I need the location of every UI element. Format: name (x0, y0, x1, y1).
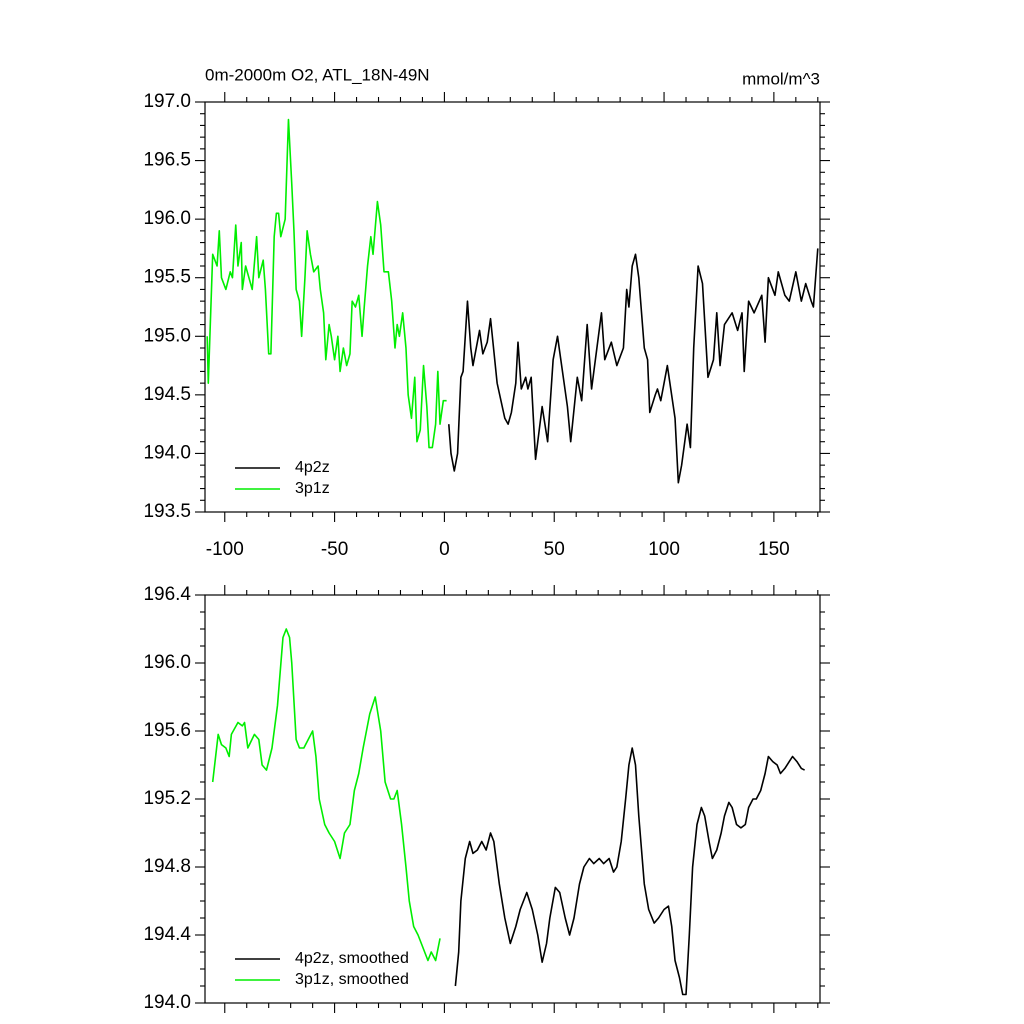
y-tick-label: 195.5 (143, 267, 191, 288)
data-line (454, 747, 805, 996)
plot-frame (204, 101, 821, 513)
y-tick-label: 196.0 (143, 652, 191, 673)
y-tick-label: 197.0 (143, 91, 191, 112)
units-label: mmol/m^3 (742, 69, 820, 88)
data-line (448, 248, 819, 484)
x-tick-label: 100 (648, 539, 680, 560)
y-tick-label: 194.8 (143, 856, 191, 877)
data-line (211, 628, 441, 962)
y-tick-label: 194.4 (143, 924, 191, 945)
data-line (206, 118, 447, 449)
y-tick-label: 194.0 (143, 442, 191, 463)
legend-label: 4p2z, smoothed (295, 950, 409, 967)
legend-label: 3p1z (295, 480, 330, 497)
y-tick-label: 196.0 (143, 208, 191, 229)
x-tick-label: 150 (758, 539, 790, 560)
y-tick-label: 196.4 (143, 584, 191, 605)
chart-title: 0m-2000m O2, ATL_18N-49N (205, 65, 430, 84)
y-tick-label: 195.2 (143, 788, 191, 809)
legend-label: 4p2z (295, 459, 330, 476)
x-tick-label: 50 (544, 539, 565, 560)
x-tick-label: -100 (206, 539, 244, 560)
y-tick-label: 195.6 (143, 720, 191, 741)
legend-label: 3p1z, smoothed (295, 971, 409, 988)
y-tick-label: 194.0 (143, 992, 191, 1013)
y-tick-label: 193.5 (143, 501, 191, 522)
x-tick-label: -50 (321, 539, 348, 560)
x-tick-label: 0 (439, 539, 450, 560)
y-tick-label: 195.0 (143, 325, 191, 346)
y-tick-label: 194.5 (143, 384, 191, 405)
y-tick-label: 196.5 (143, 150, 191, 171)
